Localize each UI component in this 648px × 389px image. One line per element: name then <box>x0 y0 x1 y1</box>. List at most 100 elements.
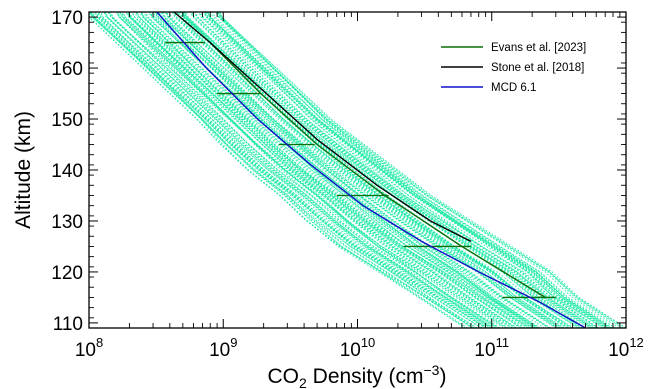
ensemble-profile-line <box>151 12 545 328</box>
ensemble-profile-line <box>122 12 491 328</box>
ensemble-profile-line <box>104 12 488 328</box>
ensemble-profile-line <box>183 12 597 328</box>
y-tick-label: 160 <box>51 59 83 80</box>
ensemble-profile-line <box>215 12 620 328</box>
x-axis-label: CO2 Density (cm−3) <box>268 362 447 389</box>
y-tick-label: 110 <box>53 314 83 335</box>
ensemble-profile-line <box>108 12 492 328</box>
ensemble-profile-line <box>203 12 606 328</box>
legend-label-mcd: MCD 6.1 <box>491 82 536 94</box>
x-tick-label: 109 <box>209 335 237 361</box>
ensemble-profile-line <box>131 12 509 328</box>
ensemble-profile-line <box>98 12 482 328</box>
ensemble-profile-line <box>91 12 474 328</box>
ensemble-profile-line <box>161 12 550 328</box>
ensemble-profile-line <box>168 12 551 328</box>
ensemble-profile-line <box>177 12 580 328</box>
ensemble-profile-line <box>159 12 550 328</box>
ensemble-profile-line <box>207 12 611 328</box>
ensemble-profile-line <box>141 12 538 328</box>
x-tick-label: 1012 <box>608 335 644 361</box>
ensemble-profile-line <box>116 12 507 328</box>
ensemble-profile-line <box>162 12 560 328</box>
ensemble-profile-line <box>140 12 529 328</box>
ensemble-profile-line <box>149 12 550 328</box>
ensemble-profile-line <box>144 12 537 328</box>
ensemble-profile-line <box>125 12 533 328</box>
ensemble-profile-line <box>215 12 613 328</box>
ensemble-profile-line <box>131 12 522 328</box>
ensemble-profile-line <box>122 12 496 328</box>
ensemble-profile-line <box>172 12 569 328</box>
evans-line <box>209 42 546 298</box>
ensemble-profile-line <box>181 12 578 328</box>
ensemble-profile-line <box>96 12 486 328</box>
ensemble-profile-line <box>219 12 613 328</box>
ensemble-profile-line <box>190 12 590 328</box>
ensemble-profile-line <box>148 12 535 328</box>
ensemble-profile-line <box>140 12 530 328</box>
ensemble-profile-line <box>158 12 539 328</box>
ensemble-profile-line <box>100 12 478 328</box>
ensemble-profile-line <box>139 12 526 328</box>
ensemble-profiles <box>89 12 626 328</box>
ensemble-profile-line <box>154 12 538 328</box>
ensemble-profile-line <box>109 12 501 328</box>
ensemble-profile-line <box>134 12 525 328</box>
axis-ticks: 108 109 1010 1011 1012 110 120 130 140 150 160 170 <box>51 8 644 361</box>
ensemble-profile-line <box>207 12 609 328</box>
y-tick-label: 170 <box>51 8 83 29</box>
y-tick-label: 130 <box>51 212 83 233</box>
ensemble-profile-line <box>217 12 626 328</box>
legend-label-evans: Evans et al. [2023] <box>491 42 586 54</box>
legend: Evans et al. [2023] Stone et al. [2018] MC… <box>441 42 586 94</box>
ensemble-profile-line <box>103 12 490 328</box>
ensemble-profile-line <box>140 12 531 328</box>
x-tick-label: 108 <box>75 335 103 361</box>
ensemble-profile-line <box>136 12 522 328</box>
ensemble-profile-line <box>116 12 495 328</box>
ensemble-profile-line <box>89 12 473 328</box>
legend-label-stone: Stone et al. [2018] <box>491 62 584 74</box>
ensemble-profile-line <box>183 12 582 328</box>
ensemble-profile-line <box>204 12 598 328</box>
series-lines <box>156 12 586 328</box>
ensemble-profile-line <box>155 12 550 328</box>
ensemble-profile-line <box>94 12 487 328</box>
ensemble-profile-line <box>217 12 626 328</box>
ensemble-profile-line <box>89 16 474 328</box>
ensemble-profile-line <box>103 12 487 328</box>
y-tick-label: 120 <box>51 263 83 284</box>
stone-line <box>173 12 472 243</box>
y-axis-label: Altitude (km) <box>12 111 35 229</box>
x-tick-label: 1011 <box>474 335 509 361</box>
ensemble-profile-line <box>206 12 595 328</box>
ensemble-profile-line <box>119 12 504 328</box>
ensemble-profile-line <box>194 12 599 328</box>
ensemble-profile-line <box>204 12 612 328</box>
ensemble-profile-line <box>90 12 483 328</box>
ensemble-profile-line <box>206 12 605 328</box>
ensemble-profile-line <box>115 12 497 328</box>
y-tick-label: 150 <box>51 110 83 131</box>
ensemble-profile-line <box>152 12 539 328</box>
ensemble-profile-line <box>143 12 534 328</box>
ensemble-profile-line <box>182 12 592 328</box>
ensemble-profile-line <box>161 12 558 328</box>
y-tick-label: 140 <box>51 161 83 182</box>
ensemble-profile-line <box>199 12 599 328</box>
ensemble-profile-line <box>177 12 568 328</box>
ensemble-profile-line <box>144 12 536 328</box>
ensemble-profile-line <box>99 12 499 328</box>
ensemble-profile-line <box>217 12 606 328</box>
ensemble-profile-line <box>176 12 565 328</box>
ensemble-profile-line <box>197 12 593 328</box>
ensemble-profile-line <box>91 12 477 328</box>
mcd-line <box>156 12 586 328</box>
x-tick-label: 1010 <box>340 335 376 361</box>
ensemble-profile-line <box>211 12 616 328</box>
ensemble-profile-line <box>182 12 575 328</box>
ensemble-profile-line <box>127 12 513 328</box>
ensemble-profile-line <box>154 12 551 328</box>
